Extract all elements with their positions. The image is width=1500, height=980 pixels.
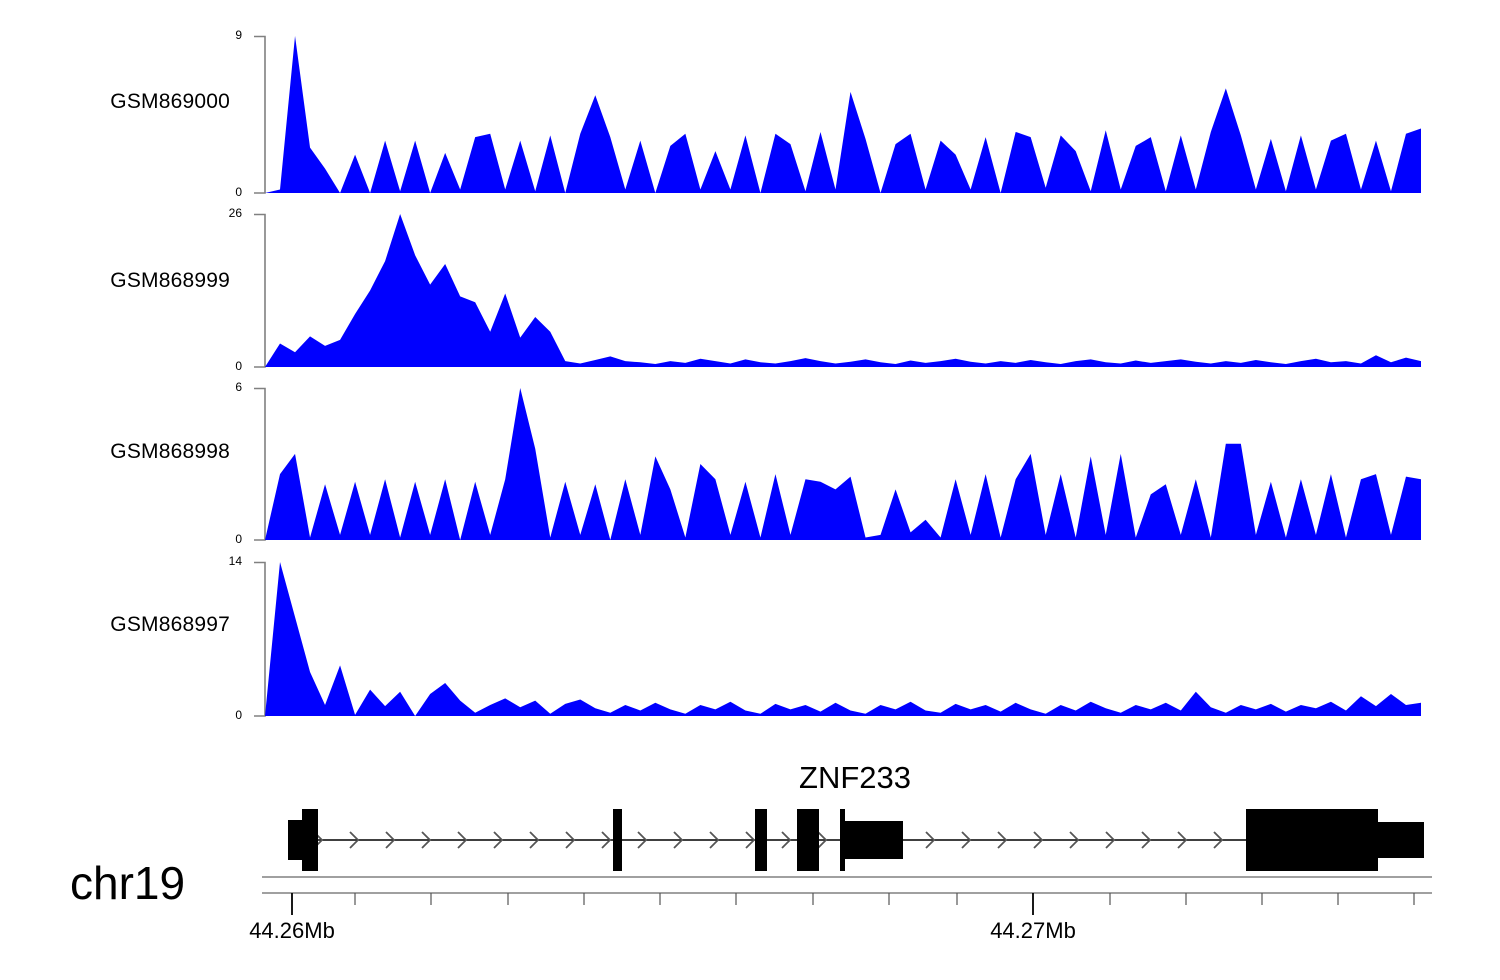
y-axis-max-GSM868997: 14 bbox=[228, 554, 242, 568]
strand-arrow-icon bbox=[493, 831, 504, 849]
strand-arrow-icon bbox=[565, 831, 576, 849]
exon-utr-block[interactable] bbox=[1374, 822, 1424, 858]
y-axis-bracket bbox=[254, 213, 266, 368]
strand-arrow-icon bbox=[1069, 831, 1080, 849]
strand-arrow-icon bbox=[529, 831, 540, 849]
strand-arrow-icon bbox=[925, 831, 936, 849]
exon-cds-block[interactable] bbox=[755, 809, 767, 871]
strand-arrow-icon bbox=[709, 831, 720, 849]
gene-name-label: ZNF233 bbox=[799, 760, 911, 795]
chromosome-label: chr19 bbox=[70, 857, 186, 909]
coverage-area bbox=[265, 388, 1421, 540]
track-label-GSM868999: GSM868999 bbox=[110, 269, 230, 292]
strand-arrow-icon bbox=[817, 831, 828, 849]
strand-arrow-icon bbox=[1141, 831, 1152, 849]
strand-arrow-icon bbox=[601, 831, 612, 849]
exon-cds-block[interactable] bbox=[1246, 809, 1378, 871]
y-axis-max-GSM868999: 26 bbox=[228, 206, 242, 220]
strand-arrow-icon bbox=[385, 831, 396, 849]
strand-arrow-icon bbox=[421, 831, 432, 849]
strand-arrow-icon bbox=[1213, 831, 1224, 849]
gene-model-glyph[interactable] bbox=[0, 780, 1500, 900]
strand-arrow-icon bbox=[1177, 831, 1188, 849]
exon-cds-block[interactable] bbox=[613, 809, 622, 871]
y-axis-bracket bbox=[254, 561, 266, 717]
coverage-area bbox=[265, 36, 1421, 193]
strand-arrow-icon bbox=[637, 831, 648, 849]
strand-arrow-icon bbox=[997, 831, 1008, 849]
coverage-plot-GSM868997 bbox=[254, 561, 1421, 717]
y-axis-min-GSM869000: 0 bbox=[235, 185, 242, 199]
y-axis-min-GSM868998: 0 bbox=[235, 532, 242, 546]
coverage-area bbox=[265, 562, 1421, 716]
coverage-plot-GSM868999 bbox=[254, 213, 1421, 368]
strand-arrow-icon bbox=[745, 831, 756, 849]
coverage-plot-GSM868998 bbox=[254, 387, 1421, 541]
y-axis-max-GSM869000: 9 bbox=[235, 28, 242, 42]
strand-arrow-icon bbox=[781, 831, 792, 849]
y-axis-bracket bbox=[254, 387, 266, 541]
coverage-area bbox=[265, 214, 1421, 367]
y-axis-bracket bbox=[254, 35, 266, 194]
strand-arrow-icon bbox=[1033, 831, 1044, 849]
y-axis-min-GSM868997: 0 bbox=[235, 708, 242, 722]
track-label-GSM869000: GSM869000 bbox=[110, 90, 230, 113]
exon-utr-block[interactable] bbox=[845, 821, 903, 859]
exon-cds-block[interactable] bbox=[797, 809, 819, 871]
strand-arrow-icon bbox=[349, 831, 360, 849]
axis-coordinate-label: 44.26Mb bbox=[249, 918, 335, 943]
strand-arrow-icon bbox=[673, 831, 684, 849]
track-label-GSM868997: GSM868997 bbox=[110, 613, 230, 636]
y-axis-max-GSM868998: 6 bbox=[235, 380, 242, 394]
exon-cds-block[interactable] bbox=[840, 809, 845, 871]
y-axis-min-GSM868999: 0 bbox=[235, 359, 242, 373]
axis-coordinate-label: 44.27Mb bbox=[990, 918, 1076, 943]
exon-cds-block[interactable] bbox=[302, 809, 318, 871]
strand-arrow-icon bbox=[1105, 831, 1116, 849]
coverage-plot-GSM869000 bbox=[254, 35, 1421, 194]
strand-arrow-icon bbox=[457, 831, 468, 849]
track-label-GSM868998: GSM868998 bbox=[110, 440, 230, 463]
axis-ruler bbox=[262, 876, 1432, 915]
strand-arrow-icon bbox=[961, 831, 972, 849]
